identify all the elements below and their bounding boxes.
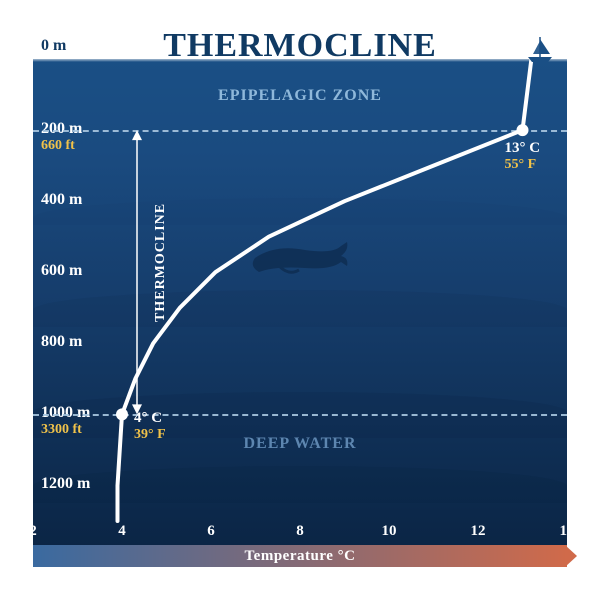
temp-point-4: 4° C39° F bbox=[134, 410, 166, 443]
diagram-canvas: Thermocline 0 m200 m660 ft400 m600 m800 … bbox=[33, 33, 567, 567]
temp-point-13: 13° C55° F bbox=[505, 140, 541, 173]
diagram-title: Thermocline bbox=[33, 27, 567, 65]
thermocline-arrow bbox=[33, 33, 567, 567]
